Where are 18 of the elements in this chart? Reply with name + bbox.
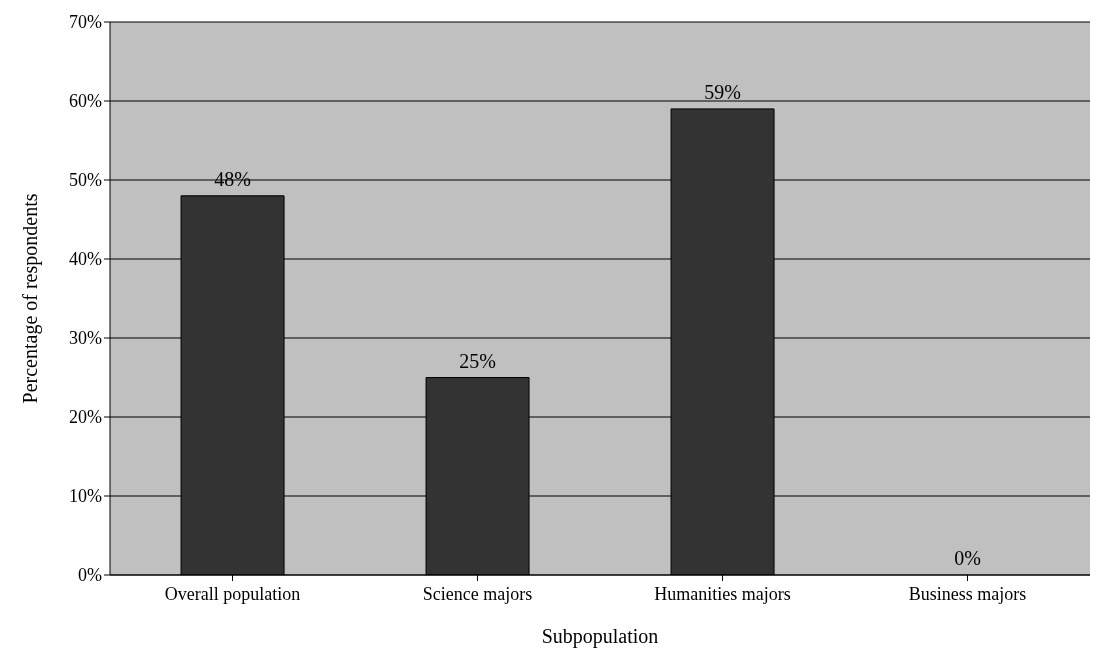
y-tick-label: 30%: [69, 328, 102, 349]
y-tick-label: 0%: [78, 565, 102, 586]
x-tick-label: Humanities majors: [654, 583, 791, 604]
y-axis-title: Percentage of respondents: [19, 193, 43, 404]
y-tick-label: 60%: [69, 91, 102, 112]
y-tick-label: 40%: [69, 249, 102, 270]
y-tick-label: 20%: [69, 407, 102, 428]
y-tick-label: 10%: [69, 486, 102, 507]
y-tick-label: 70%: [69, 12, 102, 33]
data-label: 48%: [214, 167, 251, 190]
x-tick-label: Business majors: [908, 583, 1027, 604]
x-axis-title: Subpopulation: [541, 625, 659, 648]
data-label: 25%: [459, 349, 496, 372]
data-label: 59%: [704, 80, 741, 103]
data-label: 0%: [954, 547, 981, 569]
x-tick-label: Science majors: [422, 583, 533, 604]
y-tick-label: 50%: [69, 170, 102, 191]
x-tick-label: Overall population: [164, 583, 301, 604]
